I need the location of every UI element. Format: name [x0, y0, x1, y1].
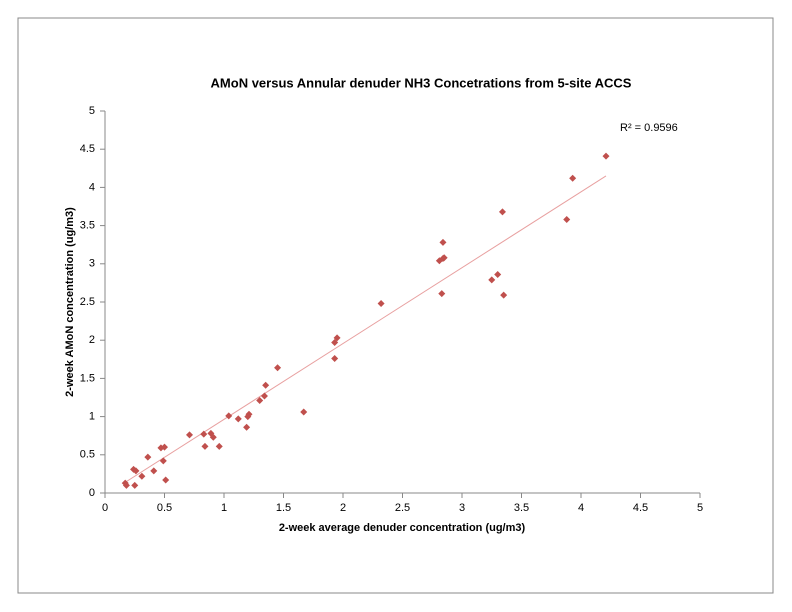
y-axis-title: 2-week AMoN concentration (ug/m3) [64, 207, 76, 397]
point [377, 300, 385, 308]
point [500, 291, 508, 299]
y-tick-label: 4.5 [80, 143, 95, 155]
x-tick-label: 1.5 [276, 502, 291, 514]
point [201, 442, 209, 450]
y-tick-label: 4 [89, 181, 95, 193]
point [200, 430, 208, 438]
point [161, 443, 168, 451]
point [256, 397, 264, 405]
x-tick-label: 2 [340, 502, 346, 514]
point [563, 215, 571, 223]
point [300, 408, 308, 416]
y-tick-label: 5 [89, 105, 95, 117]
point [569, 174, 577, 182]
chart-title: AMoN versus Annular denuder NH3 Concetra… [211, 75, 632, 90]
x-tick-label: 0.5 [157, 502, 172, 514]
point [159, 457, 167, 465]
x-tick-label: 2.5 [395, 502, 410, 514]
point [234, 415, 242, 423]
point [498, 208, 506, 216]
y-tick-label: 0 [89, 487, 95, 499]
y-tick-label: 3.5 [80, 220, 95, 232]
x-tick-label: 1 [221, 502, 227, 514]
point [162, 476, 170, 484]
point [262, 381, 270, 389]
point [438, 290, 446, 298]
y-tick-label: 1 [89, 411, 95, 423]
point [333, 334, 341, 342]
r-squared: R² = 0.9596 [620, 122, 678, 134]
point [122, 481, 130, 489]
x-axis-title: 2-week average denuder concentration (ug… [279, 522, 526, 534]
point [440, 254, 448, 262]
point [185, 431, 193, 439]
y-tick-label: 2.5 [80, 296, 95, 308]
point [488, 276, 496, 284]
y-tick-label: 2 [89, 334, 95, 346]
point [245, 410, 253, 418]
point [439, 238, 447, 246]
point [260, 392, 268, 400]
y-tick-label: 1.5 [80, 372, 95, 384]
point [602, 152, 610, 160]
x-tick-label: 3 [459, 502, 465, 514]
point [274, 364, 282, 372]
x-tick-label: 5 [697, 502, 703, 514]
x-tick-label: 4 [578, 502, 584, 514]
chart-border [17, 17, 774, 594]
point [131, 481, 139, 489]
point [209, 433, 217, 441]
point [215, 442, 223, 450]
point [138, 472, 146, 480]
point [150, 467, 158, 475]
trendline [124, 175, 607, 483]
point [132, 467, 140, 475]
point [243, 423, 251, 431]
point [494, 270, 502, 278]
x-tick-label: 0 [102, 502, 108, 514]
point [225, 412, 233, 420]
x-tick-label: 4.5 [633, 502, 648, 514]
point [144, 453, 152, 461]
x-tick-label: 3.5 [514, 502, 529, 514]
point [331, 355, 339, 363]
y-tick-label: 3 [89, 258, 95, 270]
y-tick-label: 0.5 [80, 449, 95, 461]
